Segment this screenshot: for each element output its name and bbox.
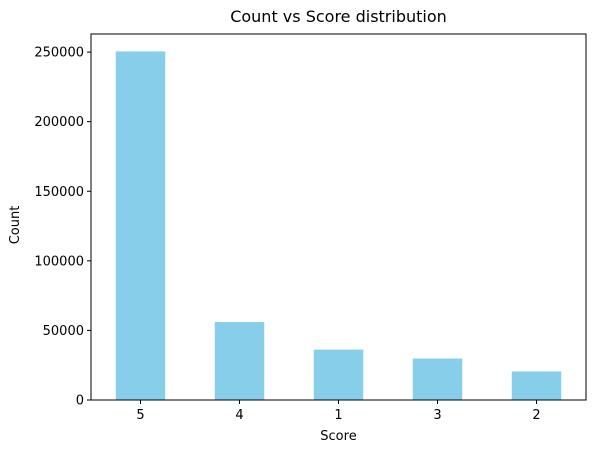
x-tick-label: 2 xyxy=(532,408,540,423)
chart-title: Count vs Score distribution xyxy=(230,7,447,26)
y-tick-label: 250000 xyxy=(34,46,84,61)
bar-score-1 xyxy=(313,349,364,400)
y-tick-label: 0 xyxy=(76,394,84,409)
bar-score-3 xyxy=(412,358,463,400)
bars-layer xyxy=(115,51,562,401)
x-tick-label: 4 xyxy=(235,408,243,423)
x-axis-title: Score xyxy=(320,429,356,444)
y-tick-label: 100000 xyxy=(34,254,84,269)
y-axis-title: Count xyxy=(8,206,23,245)
x-tick-label: 5 xyxy=(136,408,144,423)
bar-score-4 xyxy=(214,322,265,400)
y-tick-label: 150000 xyxy=(34,185,84,200)
bar-score-5 xyxy=(115,51,166,401)
y-ticks: 0 50000 100000 150000 200000 250000 xyxy=(34,46,91,409)
bar-score-2 xyxy=(511,371,562,400)
y-tick-label: 50000 xyxy=(43,324,84,339)
y-tick-label: 200000 xyxy=(34,115,84,130)
x-ticks: 5 4 1 3 2 xyxy=(136,400,541,423)
x-tick-label: 3 xyxy=(433,408,441,423)
x-tick-label: 1 xyxy=(334,408,342,423)
